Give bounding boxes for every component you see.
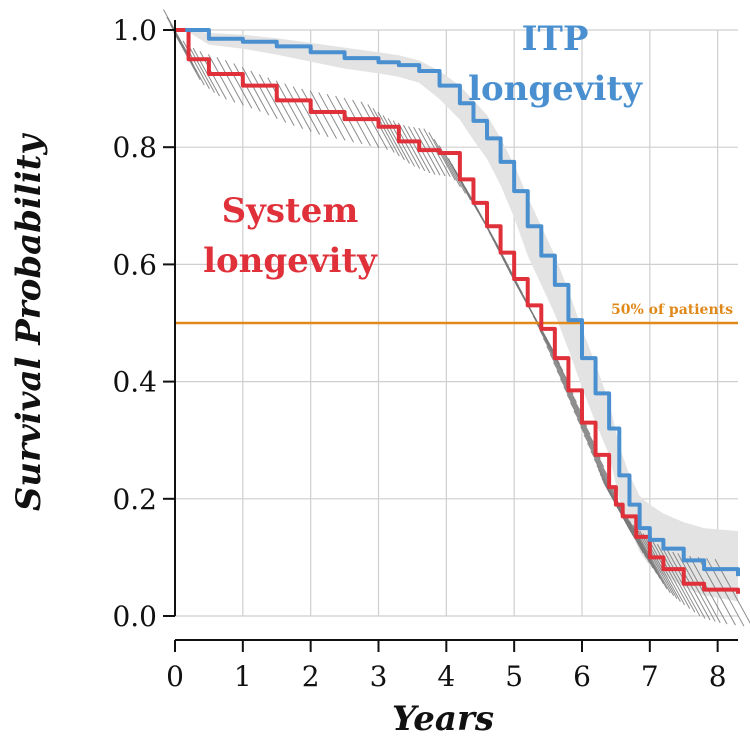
- series-labels: ITP longevity System longevity: [203, 19, 643, 281]
- system-ci-hatch: [583, 434, 611, 484]
- system-ci-hatch: [224, 59, 253, 109]
- reference-line-label: 50% of patients: [611, 302, 733, 318]
- series-lines: [175, 28, 740, 594]
- system-ci-hatch: [309, 90, 338, 139]
- system-ci-hatch: [163, 9, 191, 58]
- system-ci-hatch: [556, 370, 584, 419]
- system-ci-hatch: [284, 83, 312, 132]
- system-ci-hatch: [360, 101, 388, 150]
- y-tick-label: 0.8: [112, 131, 157, 164]
- system-ci-hatch: [318, 92, 346, 141]
- system-ci-hatch: [590, 450, 618, 500]
- y-tick-label: 0.4: [112, 366, 157, 399]
- itp-longevity-label: longevity: [468, 69, 643, 109]
- x-tick-label: 7: [641, 660, 659, 693]
- x-tick-label: 8: [709, 660, 727, 693]
- y-tick-label: 0.6: [112, 248, 157, 281]
- system-ci-hatch: [549, 354, 577, 403]
- system-ci-hatch: [258, 74, 287, 123]
- system-ci-hatch: [428, 132, 456, 181]
- system-ci-hatch: [605, 484, 644, 554]
- x-tick-label: 1: [234, 660, 252, 693]
- system-ci-hatch: [192, 47, 221, 97]
- itp-longevity-line: [185, 28, 740, 577]
- system-ci-hatch: [536, 322, 564, 372]
- itp-confidence-band: [185, 30, 739, 602]
- x-tick-label: 5: [505, 660, 523, 693]
- x-tick-label: 3: [370, 660, 388, 693]
- system-ci-hatch: [292, 86, 321, 135]
- axes: 0.0 0.2 0.4 0.6 0.8 1.0 0 1 2 3 4 5 6 7 8: [112, 14, 738, 693]
- system-ci-hatch: [326, 93, 354, 143]
- system-ci-hatch: [216, 57, 244, 106]
- system-ci-hatch: [622, 510, 661, 579]
- system-ci-hatch: [625, 515, 664, 584]
- system-ci-hatch: [382, 115, 410, 164]
- system-ci-hatch: [542, 337, 571, 387]
- system-ci-hatch: [576, 418, 605, 468]
- system-longevity-label: longevity: [203, 241, 378, 281]
- system-longevity-label: System: [222, 191, 359, 231]
- system-ci-hatch: [570, 402, 598, 451]
- system-ci-hatch: [403, 124, 431, 174]
- reference-line-group: 50% of patients: [175, 302, 738, 325]
- x-tick-label: 0: [166, 660, 184, 693]
- y-tick-label: 0.0: [112, 600, 157, 633]
- system-longevity-line: [175, 28, 740, 594]
- system-ci-hatch: [563, 386, 591, 435]
- system-ci-hatch: [187, 44, 215, 93]
- system-ci-hatch: [423, 128, 451, 177]
- system-ci-hatch: [377, 111, 405, 161]
- system-ci-hatch: [372, 107, 400, 157]
- x-tick-label: 6: [573, 660, 591, 693]
- system-ci-hatch: [677, 553, 716, 622]
- system-ci-hatch: [672, 551, 711, 621]
- system-ci-hatch: [207, 54, 236, 103]
- y-tick-label: 0.2: [112, 483, 157, 516]
- system-ci-hatch: [529, 308, 557, 357]
- itp-longevity-label: ITP: [522, 19, 589, 59]
- system-ci-hatch: [639, 530, 678, 599]
- y-tick-label: 1.0: [112, 14, 157, 47]
- system-ci-hatch: [397, 122, 426, 172]
- system-ci-hatch: [682, 554, 721, 624]
- system-ci-hatch: [250, 70, 278, 120]
- system-ci-hatch: [635, 527, 675, 597]
- x-axis-title: Years: [392, 699, 494, 739]
- system-ci-hatch: [651, 540, 691, 609]
- system-ci-hatch: [352, 99, 380, 149]
- confidence-bands: [163, 9, 750, 627]
- system-ci-hatch: [662, 547, 701, 617]
- x-tick-label: 4: [437, 660, 455, 693]
- x-tick-label: 2: [302, 660, 320, 693]
- system-ci-hatch: [275, 80, 304, 129]
- system-ci-hatch: [443, 151, 471, 201]
- y-axis-title: Survival Probability: [9, 133, 49, 512]
- system-ci-hatch: [241, 66, 270, 116]
- system-ci-hatch: [433, 138, 461, 188]
- system-ci-hatch: [343, 97, 371, 147]
